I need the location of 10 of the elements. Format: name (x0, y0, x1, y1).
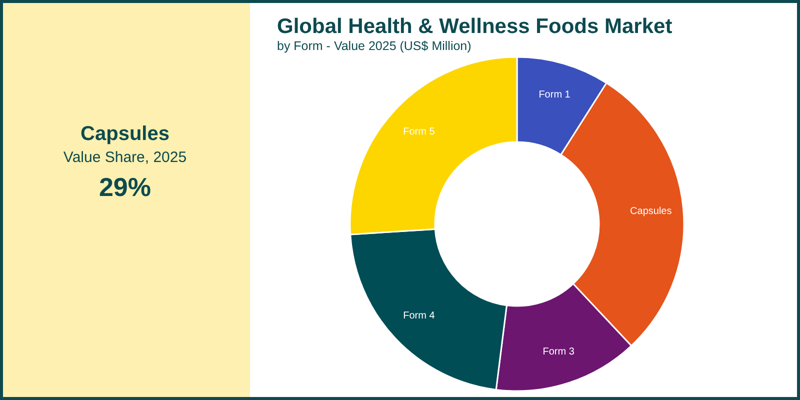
text: Value Share, 2025 (63, 149, 187, 166)
text: Capsules (80, 123, 170, 145)
text: 29% (98, 172, 152, 202)
slice-label: Form 5 (403, 126, 436, 138)
slice-label: Form 3 (542, 346, 575, 358)
slice-label: Form 4 (403, 310, 436, 322)
slice-label: Form 1 (538, 89, 571, 100)
chart-title: Global Health & Wellness Foods Market (277, 15, 672, 38)
chart-subtitle: by Form - Value 2025 (US$ Million) (277, 39, 472, 53)
slice-label: Capsules (630, 206, 672, 217)
